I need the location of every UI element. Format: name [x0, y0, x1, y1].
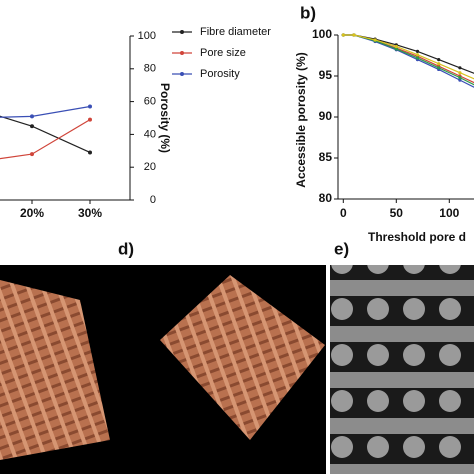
- series-line: [0, 105, 91, 118]
- point: [30, 114, 34, 119]
- point: [415, 56, 420, 60]
- point: [88, 117, 92, 122]
- panel-label: d): [118, 239, 134, 258]
- point: [394, 44, 398, 49]
- point: [415, 49, 420, 54]
- y-tick-label: 95: [319, 68, 333, 82]
- legend-label: Porosity: [200, 68, 240, 80]
- point: [458, 76, 462, 80]
- y2-tick-label: 100: [138, 30, 156, 42]
- point: [415, 53, 420, 57]
- point: [373, 38, 377, 42]
- point: [88, 150, 92, 155]
- y2-tick-label: 40: [144, 128, 156, 140]
- y2-tick-label: 60: [144, 96, 156, 108]
- y2-tick-label: 0: [150, 194, 156, 206]
- point: [458, 78, 462, 82]
- point: [437, 62, 441, 66]
- y-tick-label: 100: [312, 27, 332, 41]
- x-tick-label: 30%: [78, 206, 102, 220]
- scaffold-top: [160, 275, 325, 440]
- series-line: [343, 34, 474, 80]
- x-tick-label: 50: [390, 206, 404, 220]
- series-line: [0, 119, 91, 160]
- series-line: [343, 34, 474, 84]
- legend-marker: [180, 51, 184, 55]
- point: [458, 66, 462, 70]
- panel-label: b): [300, 3, 316, 22]
- series-line: [343, 34, 474, 86]
- series-line: [343, 34, 474, 88]
- y-label: Accessible porosity (%): [294, 52, 308, 187]
- legend-marker: [180, 30, 184, 34]
- y2-tick-label: 80: [144, 63, 156, 75]
- x-tick-label: 20%: [20, 206, 44, 220]
- scaffold-side: [0, 280, 110, 460]
- y2-tick-label: 20: [144, 161, 156, 173]
- point: [341, 33, 345, 37]
- point: [352, 33, 356, 37]
- panel-label: e): [334, 239, 349, 258]
- image-e: [330, 265, 474, 474]
- y2-label: Porosity (%): [158, 83, 172, 153]
- legend-marker: [180, 72, 184, 76]
- point: [437, 58, 441, 62]
- point: [30, 152, 34, 157]
- x-tick-label: 0: [340, 206, 347, 220]
- legend-label: Fibre diameter: [200, 26, 271, 38]
- point: [394, 47, 398, 51]
- point: [88, 104, 92, 109]
- x-tick-label: 100: [439, 206, 459, 220]
- y-tick-label: 85: [319, 150, 333, 164]
- legend-label: Pore size: [200, 47, 246, 59]
- y-tick-label: 90: [319, 109, 333, 123]
- y-tick-label: 80: [319, 191, 333, 205]
- point: [30, 124, 34, 129]
- point: [437, 66, 441, 70]
- x-label: Threshold pore d: [368, 230, 466, 244]
- point: [458, 71, 462, 75]
